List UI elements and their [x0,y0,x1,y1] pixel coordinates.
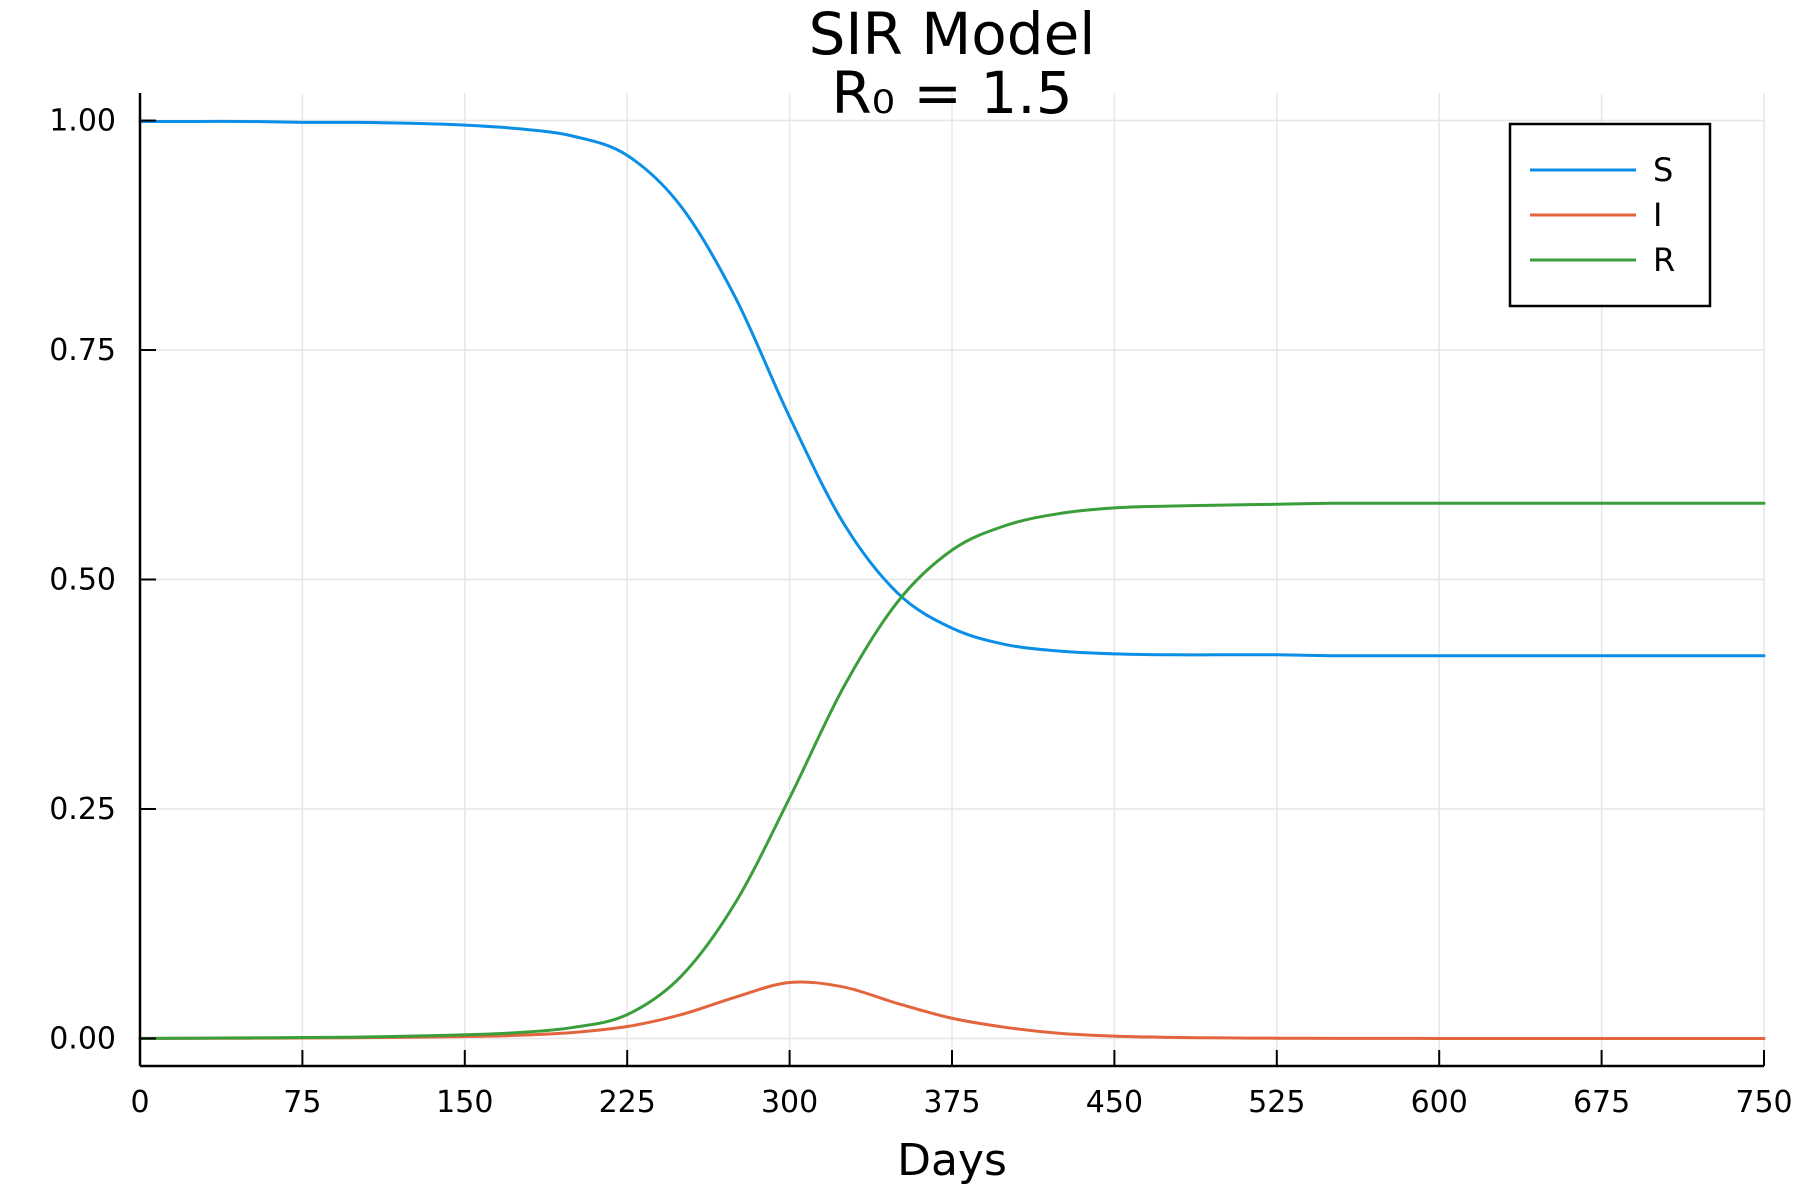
x-tick-label: 450 [1086,1085,1143,1120]
chart-title: SIR Model [809,0,1096,68]
x-tick-label: 225 [599,1085,656,1120]
legend-label-i: I [1653,196,1662,234]
chart-subtitle: R₀ = 1.5 [831,59,1072,127]
x-tick-label: 375 [923,1085,980,1120]
legend-label-s: S [1653,151,1673,189]
series-line-s [138,119,1766,658]
legend: SIR [1508,122,1712,308]
x-tick-label: 150 [436,1085,493,1120]
x-tick-label: 75 [283,1085,321,1120]
x-tick-label: 0 [130,1085,149,1120]
y-tick-label: 0.00 [49,1021,116,1056]
x-tick-label: 750 [1735,1085,1792,1120]
y-tick-label: 1.00 [49,104,116,139]
y-tick-label: 0.75 [49,333,116,368]
x-tick-label: 300 [761,1085,818,1120]
tick-labels: 0 75 150 225 300 375 450 525 600 675 750 0.00 0.25 0.… [49,104,1792,1120]
y-tick-label: 0.50 [49,563,116,598]
x-tick-label: 600 [1411,1085,1468,1120]
y-tick-label: 0.25 [49,792,116,827]
series-lines [138,119,1766,1040]
axes [138,93,1765,1068]
legend-label-r: R [1653,241,1675,279]
series-line-r [138,501,1766,1040]
x-tick-label: 525 [1248,1085,1305,1120]
x-tick-label: 675 [1573,1085,1630,1120]
x-axis-title: Days [897,1135,1007,1186]
